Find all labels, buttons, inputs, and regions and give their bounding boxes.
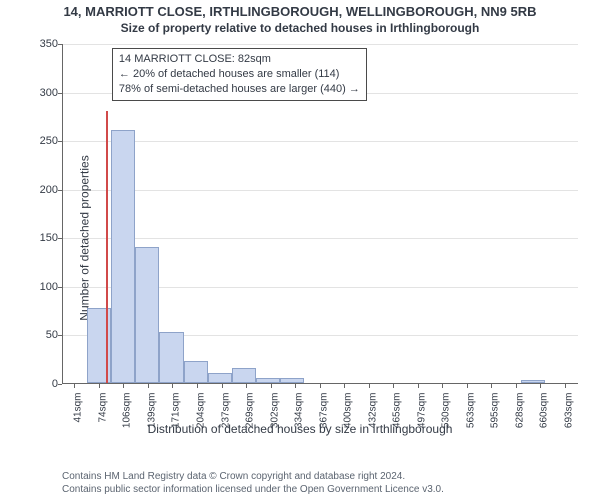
histogram-bar [280,378,304,383]
y-tick-mark [58,190,62,191]
histogram-bar [184,361,208,383]
x-tick-mark [369,384,370,388]
chart-area: Number of detached properties 14 MARRIOT… [0,38,600,438]
y-tick-label: 0 [18,378,58,390]
x-tick-mark [74,384,75,388]
x-tick-label: 465sqm [392,393,403,443]
x-tick-mark [540,384,541,388]
y-tick-label: 250 [18,135,58,147]
y-tick-mark [58,44,62,45]
annotation-line-2: ← 20% of detached houses are smaller (11… [119,67,360,82]
histogram-bar [111,130,135,383]
gridline [63,190,578,191]
histogram-bar [521,380,545,383]
annotation-line-3: 78% of semi-detached houses are larger (… [119,82,360,97]
x-tick-mark [418,384,419,388]
x-tick-label: 302sqm [269,393,280,443]
histogram-bar [256,378,280,383]
marker-annotation: 14 MARRIOTT CLOSE: 82sqm ← 20% of detach… [112,48,367,101]
x-tick-label: 41sqm [73,393,84,443]
x-tick-mark [123,384,124,388]
x-tick-label: 204sqm [195,393,206,443]
annotation-line-1: 14 MARRIOTT CLOSE: 82sqm [119,52,360,67]
x-tick-label: 171sqm [170,393,181,443]
property-marker-line [106,111,108,383]
x-tick-label: 660sqm [539,393,550,443]
x-tick-mark [295,384,296,388]
x-tick-label: 269sqm [244,393,255,443]
y-tick-mark [58,384,62,385]
y-tick-mark [58,287,62,288]
x-tick-label: 693sqm [564,393,575,443]
x-tick-mark [344,384,345,388]
histogram-bar [159,332,183,383]
x-tick-label: 74sqm [97,393,108,443]
x-tick-label: 237sqm [220,393,231,443]
x-tick-mark [246,384,247,388]
x-tick-label: 628sqm [515,393,526,443]
y-tick-label: 300 [18,87,58,99]
x-tick-mark [467,384,468,388]
x-tick-mark [99,384,100,388]
x-tick-mark [271,384,272,388]
x-tick-mark [197,384,198,388]
plot-region: 14 MARRIOTT CLOSE: 82sqm ← 20% of detach… [62,44,578,384]
x-tick-mark [442,384,443,388]
x-tick-label: 432sqm [367,393,378,443]
y-tick-label: 100 [18,281,58,293]
x-tick-label: 334sqm [293,393,304,443]
x-tick-mark [491,384,492,388]
x-tick-mark [172,384,173,388]
x-tick-label: 367sqm [318,393,329,443]
y-tick-mark [58,238,62,239]
x-tick-mark [393,384,394,388]
x-tick-label: 595sqm [490,393,501,443]
credits-line-2: Contains public sector information licen… [62,483,444,496]
x-tick-mark [320,384,321,388]
histogram-bar [135,247,159,383]
x-tick-label: 497sqm [416,393,427,443]
histogram-bar [232,368,256,383]
x-tick-label: 563sqm [466,393,477,443]
x-tick-mark [516,384,517,388]
x-tick-label: 400sqm [343,393,354,443]
y-tick-mark [58,141,62,142]
y-tick-mark [58,93,62,94]
x-tick-label: 139sqm [146,393,157,443]
y-tick-label: 150 [18,232,58,244]
y-tick-label: 200 [18,184,58,196]
credits-line-1: Contains HM Land Registry data © Crown c… [62,470,444,483]
histogram-bar [208,373,232,383]
gridline [63,141,578,142]
x-tick-label: 106sqm [122,393,133,443]
gridline [63,44,578,45]
chart-title-sub: Size of property relative to detached ho… [0,19,600,35]
x-tick-mark [148,384,149,388]
gridline [63,238,578,239]
x-tick-mark [565,384,566,388]
credits: Contains HM Land Registry data © Crown c… [62,470,444,496]
chart-title-main: 14, MARRIOTT CLOSE, IRTHLINGBOROUGH, WEL… [0,0,600,19]
y-tick-mark [58,335,62,336]
x-tick-label: 530sqm [441,393,452,443]
x-tick-mark [222,384,223,388]
y-tick-label: 50 [18,329,58,341]
y-tick-label: 350 [18,38,58,50]
